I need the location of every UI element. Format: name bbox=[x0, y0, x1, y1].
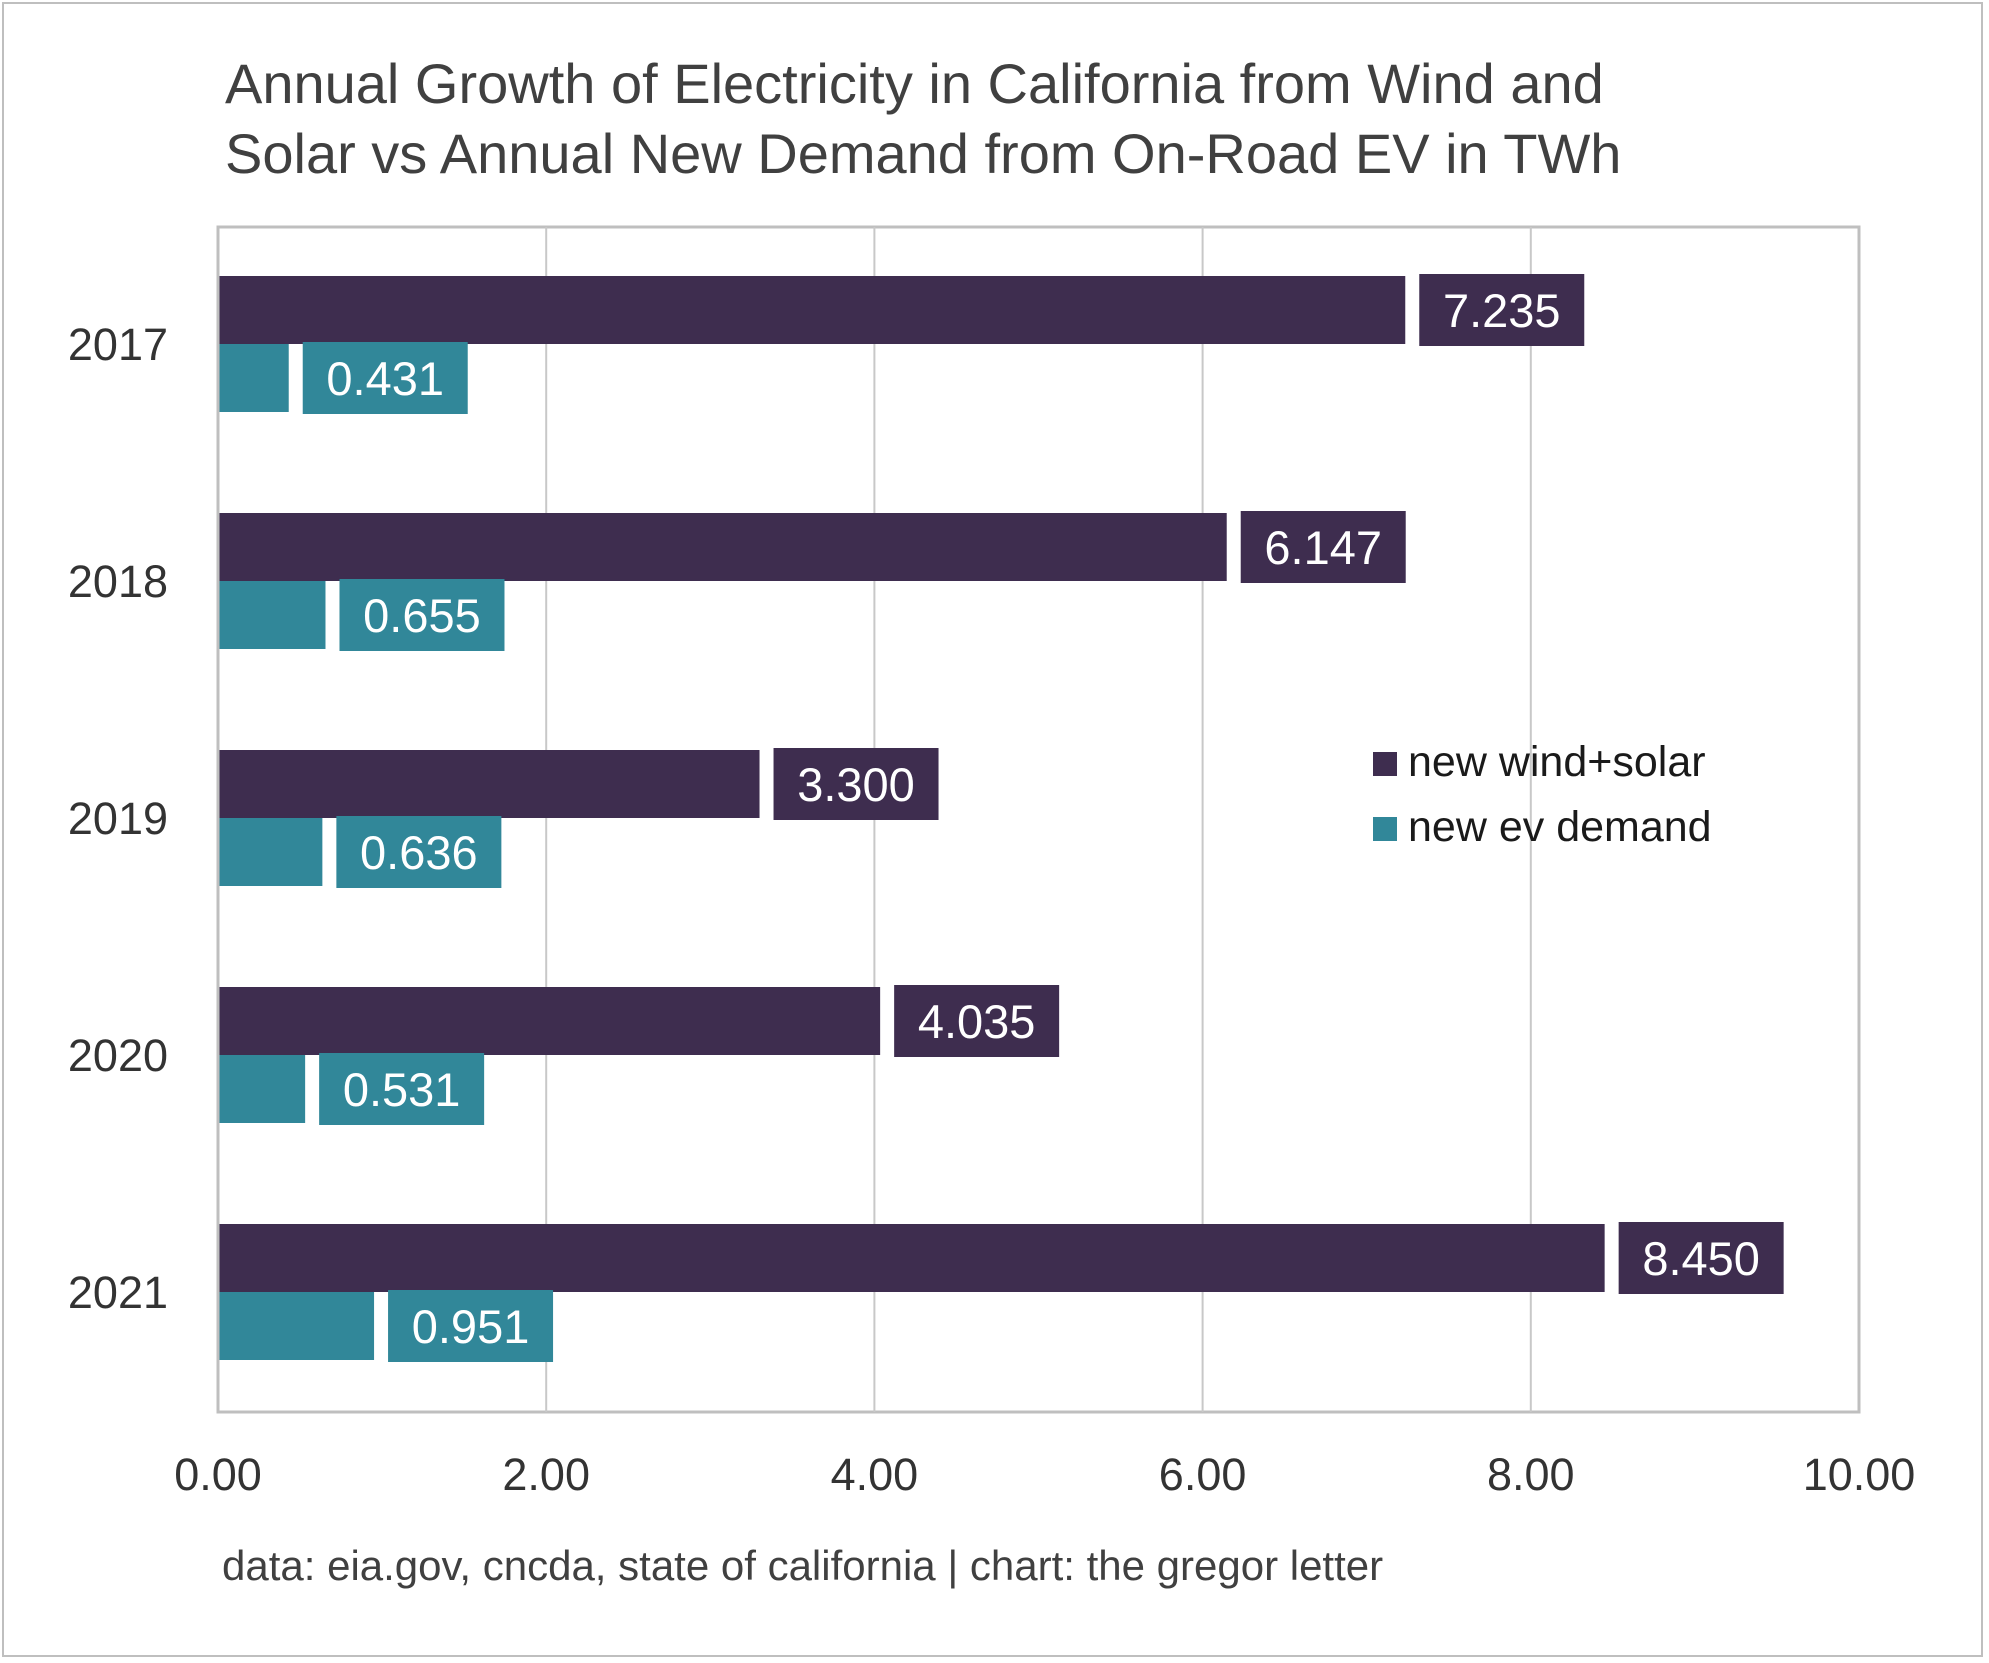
gridlines bbox=[545, 227, 1532, 1412]
data-label-box bbox=[1240, 511, 1406, 583]
bar-wind-solar bbox=[218, 987, 881, 1055]
chart-title-line-2: Solar vs Annual New Demand from On-Road … bbox=[225, 122, 1621, 185]
data-label-box bbox=[1618, 1222, 1784, 1294]
data-label-box bbox=[319, 1053, 485, 1125]
bar-wind-solar bbox=[218, 1224, 1605, 1292]
data-label: 7.235 bbox=[1443, 284, 1561, 337]
legend-label: new ev demand bbox=[1408, 803, 1712, 851]
source-note: data: eia.gov, cncda, state of californi… bbox=[222, 1542, 1383, 1589]
data-labels: 7.235 0.431 6.147 0.655 3.300 0.636 4.035 0.531… bbox=[302, 274, 1784, 1362]
data-label: 0.655 bbox=[363, 589, 481, 642]
y-category-label: 2017 bbox=[68, 319, 168, 370]
data-label-box bbox=[1419, 274, 1585, 346]
data-label-box bbox=[302, 342, 468, 414]
data-label: 3.300 bbox=[797, 758, 915, 811]
bar-ev-demand bbox=[218, 1055, 306, 1123]
legend-swatch bbox=[1373, 817, 1397, 841]
x-tick-label: 10.00 bbox=[1803, 1449, 1916, 1500]
data-label-box bbox=[388, 1290, 554, 1362]
x-tick-label: 0.00 bbox=[174, 1449, 262, 1500]
y-category-label: 2021 bbox=[68, 1267, 168, 1318]
data-label: 8.450 bbox=[1642, 1232, 1760, 1285]
data-label: 6.147 bbox=[1264, 521, 1382, 574]
x-tick-label: 2.00 bbox=[502, 1449, 590, 1500]
data-label-box bbox=[773, 748, 939, 820]
bar-ev-demand bbox=[218, 581, 326, 649]
data-label-box bbox=[336, 816, 502, 888]
bar-ev-demand bbox=[218, 1292, 375, 1360]
y-category-label: 2020 bbox=[68, 1030, 168, 1081]
data-label-box bbox=[894, 985, 1060, 1057]
legend-label: new wind+solar bbox=[1408, 738, 1706, 786]
data-label: 4.035 bbox=[918, 995, 1036, 1048]
chart-title-line-1: Annual Growth of Electricity in Californ… bbox=[225, 52, 1604, 115]
bar-ev-demand bbox=[218, 344, 289, 412]
data-label-box bbox=[339, 579, 505, 651]
data-label: 0.531 bbox=[343, 1063, 461, 1116]
axes: 0.00 2.00 4.00 6.00 8.00 10.00 2017 2018 2019 202… bbox=[68, 227, 1915, 1500]
legend: new wind+solar new ev demand bbox=[1373, 738, 1712, 851]
y-category-label: 2019 bbox=[68, 793, 168, 844]
bars bbox=[218, 276, 1605, 1360]
bar-wind-solar bbox=[218, 750, 760, 818]
x-tick-label: 8.00 bbox=[1487, 1449, 1575, 1500]
data-label: 0.431 bbox=[326, 352, 444, 405]
bar-wind-solar bbox=[218, 276, 1406, 344]
x-tick-label: 4.00 bbox=[831, 1449, 919, 1500]
chart-title: Annual Growth of Electricity in Californ… bbox=[225, 52, 1621, 185]
y-category-label: 2018 bbox=[68, 556, 168, 607]
bar-wind-solar bbox=[218, 513, 1227, 581]
x-tick-label: 6.00 bbox=[1159, 1449, 1247, 1500]
data-label: 0.636 bbox=[360, 826, 478, 879]
legend-swatch bbox=[1373, 752, 1397, 776]
data-label: 0.951 bbox=[412, 1300, 530, 1353]
bar-ev-demand bbox=[218, 818, 323, 886]
